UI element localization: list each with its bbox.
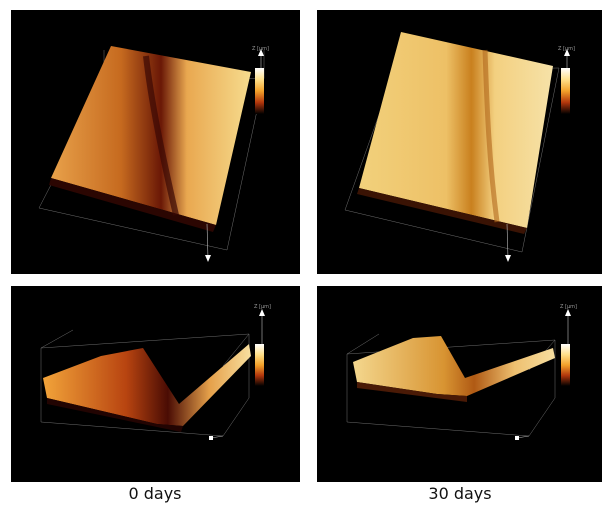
z-axis-label: Z [µm] xyxy=(560,304,577,310)
afm-surface-0-days-side: Z [µm] xyxy=(11,286,300,482)
colorbar xyxy=(561,344,570,386)
caption-30-days: 30 days xyxy=(428,484,492,503)
z-axis-label: Z [µm] xyxy=(252,46,269,52)
afm-surface-0-days-top: Z [µm] xyxy=(11,10,300,274)
z-axis-label: Z [µm] xyxy=(254,304,271,310)
z-axis-label: Z [µm] xyxy=(558,46,575,52)
colorbar xyxy=(561,68,570,114)
afm-surface-30-days-side: Z [µm] xyxy=(317,286,602,482)
colorbar xyxy=(255,68,264,114)
colorbar xyxy=(255,344,264,386)
caption-0-days: 0 days xyxy=(128,484,182,503)
afm-surface-30-days-top: Z [µm] xyxy=(317,10,602,274)
